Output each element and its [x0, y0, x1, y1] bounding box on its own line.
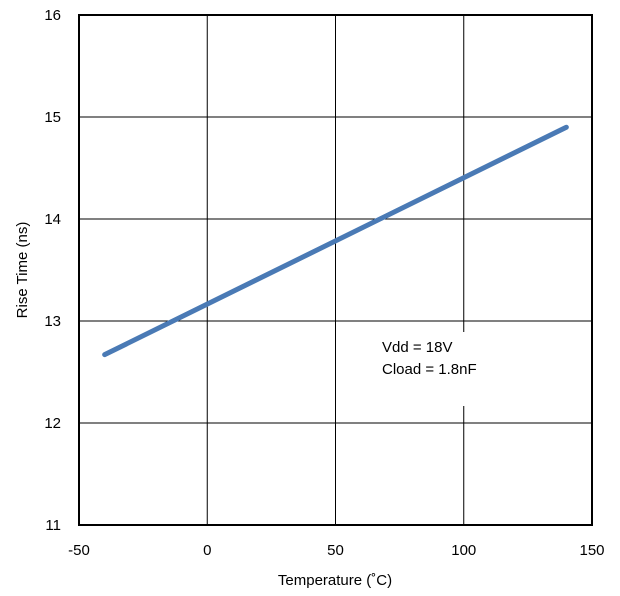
plot-border: [78, 14, 593, 526]
x-tick-labels: -50 0 50 100 150: [68, 542, 604, 559]
y-tick-label: 16: [44, 7, 61, 24]
y-tick-label: 11: [45, 517, 61, 534]
series-line: [102, 124, 569, 358]
plot-area: Vdd = 18V Cload = 1.8nF: [78, 14, 593, 526]
grid-lines: [79, 15, 592, 525]
x-tick-label: 150: [579, 542, 604, 559]
y-axis-label: Rise Time (ns): [14, 222, 31, 319]
x-tick-label: 100: [451, 542, 476, 559]
y-tick-label: 14: [44, 211, 61, 228]
x-tick-label: -50: [68, 542, 90, 559]
series-group: [102, 124, 569, 358]
y-tick-label: 15: [44, 109, 61, 126]
x-tick-label: 50: [327, 542, 344, 559]
annotation-background: [372, 332, 487, 406]
y-tick-label: 12: [44, 415, 61, 432]
x-tick-label: 0: [203, 542, 211, 559]
annotation-line-1: Vdd = 18V: [382, 339, 452, 356]
y-tick-label: 13: [44, 313, 61, 330]
annotation-line-2: Cload = 1.8nF: [382, 361, 477, 378]
x-axis-label: Temperature (˚C): [278, 572, 392, 589]
y-tick-labels: 11 12 13 14 15 16: [44, 7, 61, 534]
